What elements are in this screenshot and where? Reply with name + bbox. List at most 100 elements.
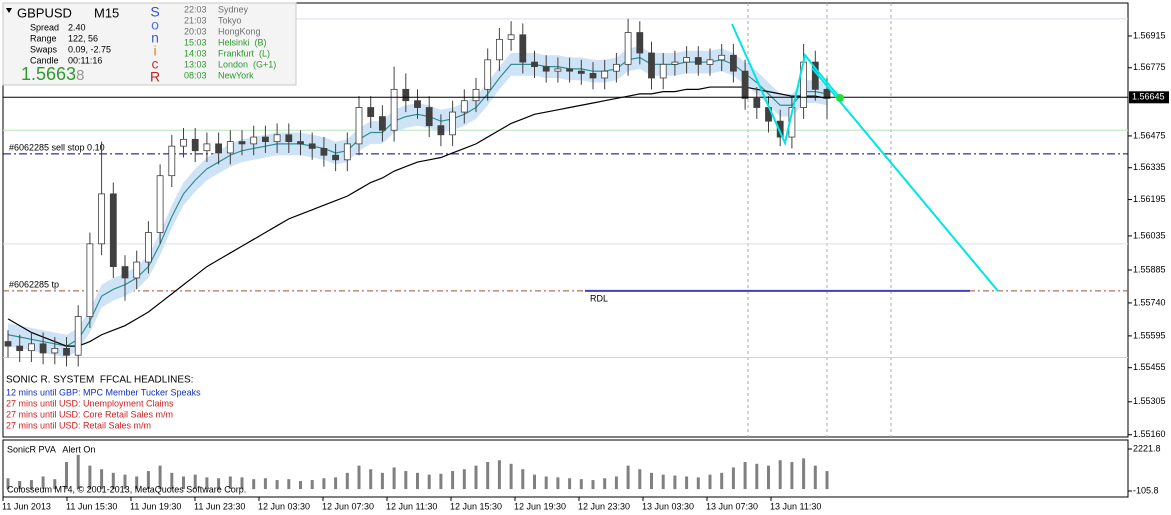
volume-bar — [813, 465, 817, 490]
y-tick-label: 1.56915 — [1133, 30, 1166, 40]
volume-bar — [568, 478, 572, 490]
rdl-label: RDL — [590, 293, 608, 303]
candle-body — [648, 52, 655, 79]
candle-body — [367, 107, 375, 118]
volume-bar — [193, 474, 197, 490]
candle-body — [133, 261, 141, 279]
y-tick-label: 1.55740 — [1133, 297, 1166, 307]
volume-bar — [497, 460, 501, 490]
x-tick-label: 12 Jun 07:30 — [322, 501, 374, 511]
volume-bar — [392, 467, 396, 490]
candle-body — [51, 347, 59, 354]
candle-body — [308, 143, 316, 149]
session-name: NewYork — [218, 70, 254, 80]
candle-body — [63, 347, 70, 356]
candle-body — [39, 343, 47, 354]
candle-body — [519, 34, 527, 63]
volume-bar — [802, 458, 806, 490]
session-name: London (G+1) — [218, 59, 276, 69]
candle-body — [86, 243, 94, 317]
x-tick-label: 12 Jun 19:30 — [514, 501, 566, 511]
x-tick-label: 13 Jun 03:30 — [642, 501, 694, 511]
volume-bar — [182, 476, 185, 490]
info-value: 0.09, -2.75 — [68, 44, 111, 54]
volume-bar — [111, 472, 115, 490]
volume-bar — [41, 476, 45, 490]
sonic-letter: c — [152, 56, 159, 72]
session-time: 21:03 — [184, 15, 207, 25]
candle-body — [730, 54, 737, 72]
candle-body — [390, 88, 398, 131]
y-tick-label: 1.56195 — [1133, 194, 1166, 204]
volume-bar — [6, 478, 10, 490]
x-tick-label: 13 Jun 07:30 — [706, 501, 758, 511]
candle-body — [425, 107, 433, 127]
volume-bar — [252, 479, 256, 490]
volume-title: SonicR PVA Alert On — [7, 444, 95, 454]
candle-body — [16, 345, 24, 352]
candle-body — [261, 136, 269, 143]
volume-bar — [404, 471, 408, 490]
candle-body — [297, 141, 304, 145]
candle-body — [355, 107, 363, 145]
x-tick-label: 11 Jun 19:30 — [130, 501, 181, 511]
candle-body — [156, 175, 164, 233]
session-time: 22:03 — [184, 4, 207, 14]
volume-bar — [53, 479, 57, 490]
x-tick-label: 12 Jun 15:30 — [450, 501, 502, 511]
candle-body — [495, 38, 503, 61]
session-name: Tokyo — [218, 15, 242, 25]
info-value: 00:11:16 — [68, 55, 102, 65]
info-value: 122, 56 — [68, 33, 98, 43]
candle-body — [98, 193, 105, 245]
candle-body — [168, 145, 176, 177]
candle-body — [554, 68, 562, 72]
y-tick-label: 1.55455 — [1133, 362, 1166, 372]
volume-frame — [2, 439, 1129, 498]
bid-label: 1.56645 — [1132, 92, 1165, 102]
volume-bar — [638, 469, 642, 490]
volume-bar — [228, 476, 232, 490]
candle-body — [250, 136, 258, 145]
volume-bar — [439, 473, 443, 490]
candle-body — [238, 141, 246, 145]
info-key: Range — [30, 33, 57, 43]
volume-bar — [451, 471, 455, 490]
candle-body — [343, 143, 351, 161]
candle-body — [215, 143, 223, 154]
info-panel — [2, 2, 297, 86]
x-tick-label: 12 Jun 23:30 — [578, 501, 630, 511]
volume-bar — [790, 462, 794, 490]
candle-body — [472, 88, 480, 102]
info-content: GBPUSD M15 Spread 2.40 Range 122, 56 Swaps 0.09… — [6, 4, 276, 85]
sonic-letter: o — [151, 17, 159, 33]
volume-bar — [767, 465, 770, 490]
y-tick-label: 1.56775 — [1133, 62, 1166, 72]
session-time: 13:03 — [184, 59, 207, 69]
candle-body — [203, 143, 211, 152]
candle-body — [753, 98, 761, 108]
candle-body — [460, 100, 468, 113]
sonic-letter: S — [150, 4, 159, 20]
volume-bar — [521, 469, 525, 490]
y-tick-label: 1.56335 — [1133, 162, 1166, 172]
volume-bar — [673, 475, 677, 490]
candle-body — [437, 125, 445, 136]
candle-body — [507, 34, 515, 40]
volume-bar — [603, 478, 607, 490]
info-key: Spread — [30, 22, 59, 32]
candle-body — [636, 32, 644, 54]
volume-bar — [626, 465, 630, 490]
info-key: Swaps — [30, 44, 58, 54]
trend-zigzag — [731, 23, 841, 147]
volume-bar — [217, 478, 221, 490]
y-tick-label: 1.56475 — [1133, 130, 1166, 140]
candle-body — [823, 88, 831, 99]
candle-body — [718, 54, 726, 61]
volume-bar — [205, 477, 209, 490]
volume-bar — [369, 469, 373, 490]
volume-bar — [345, 472, 349, 490]
y-tick-label: 1.55885 — [1133, 264, 1166, 274]
sonic-letter: R — [150, 69, 160, 85]
volume-bar — [380, 472, 384, 490]
